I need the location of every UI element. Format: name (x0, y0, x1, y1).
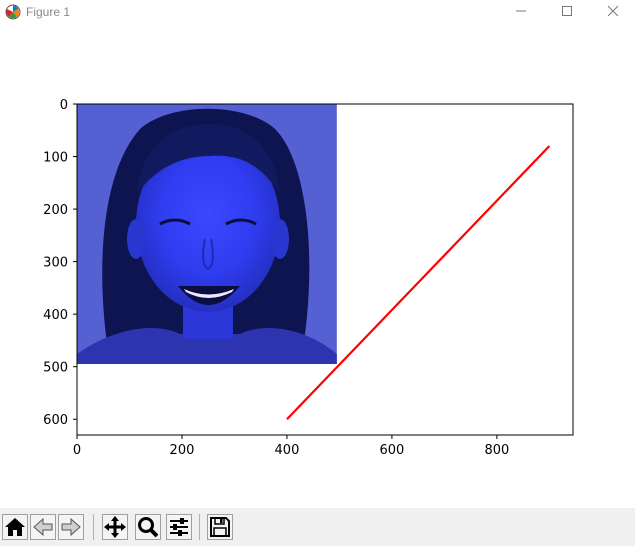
maximize-icon (562, 6, 572, 16)
figure-canvas[interactable]: 0 200 400 600 800 0 100 200 300 400 500 600 (0, 24, 635, 508)
y-tick-label: 400 (43, 308, 68, 323)
close-button[interactable] (590, 0, 635, 24)
home-icon (5, 518, 25, 536)
series-line (286, 145, 551, 421)
title-bar: Figure 1 (0, 0, 635, 24)
zoom-button[interactable] (135, 514, 161, 540)
configure-subplots-button[interactable] (166, 514, 192, 540)
y-tick-label: 0 (60, 98, 68, 113)
back-button[interactable] (30, 514, 56, 540)
series-layer (286, 145, 551, 421)
pan-button[interactable] (102, 514, 128, 540)
sliders-icon (170, 518, 188, 536)
toolbar-separator (199, 514, 200, 540)
y-tick-label: 500 (43, 361, 68, 376)
matplotlib-icon (5, 4, 21, 20)
axes-frame (76, 103, 574, 436)
close-icon (607, 5, 619, 17)
back-arrow-icon (33, 517, 53, 537)
save-icon (210, 517, 230, 537)
x-tick-label: 400 (275, 443, 300, 458)
y-axis: 0 100 200 300 400 500 600 (43, 98, 77, 428)
navigation-toolbar (0, 508, 635, 546)
home-button[interactable] (2, 514, 28, 540)
x-tick-label: 800 (484, 443, 509, 458)
minimize-button[interactable] (498, 0, 544, 24)
x-tick-label: 200 (170, 443, 195, 458)
axes[interactable] (76, 103, 574, 436)
save-button[interactable] (207, 514, 233, 540)
maximize-button[interactable] (544, 0, 590, 24)
y-tick-label: 200 (43, 203, 68, 218)
x-tick-label: 600 (380, 443, 405, 458)
y-tick-label: 100 (43, 151, 68, 166)
zoom-icon (138, 517, 159, 538)
plotted-image (77, 104, 337, 364)
minimize-icon (516, 10, 526, 12)
forward-arrow-icon (61, 517, 81, 537)
y-tick-label: 600 (43, 413, 68, 428)
forward-button[interactable] (58, 514, 84, 540)
x-axis: 0 200 400 600 800 (73, 435, 509, 458)
plot-svg[interactable]: 0 200 400 600 800 0 100 200 300 400 500 600 (0, 24, 635, 508)
window-title: Figure 1 (26, 5, 71, 19)
y-tick-label: 300 (43, 256, 68, 271)
x-tick-label: 0 (73, 443, 81, 458)
toolbar-separator (93, 514, 94, 540)
move-icon (104, 516, 126, 538)
